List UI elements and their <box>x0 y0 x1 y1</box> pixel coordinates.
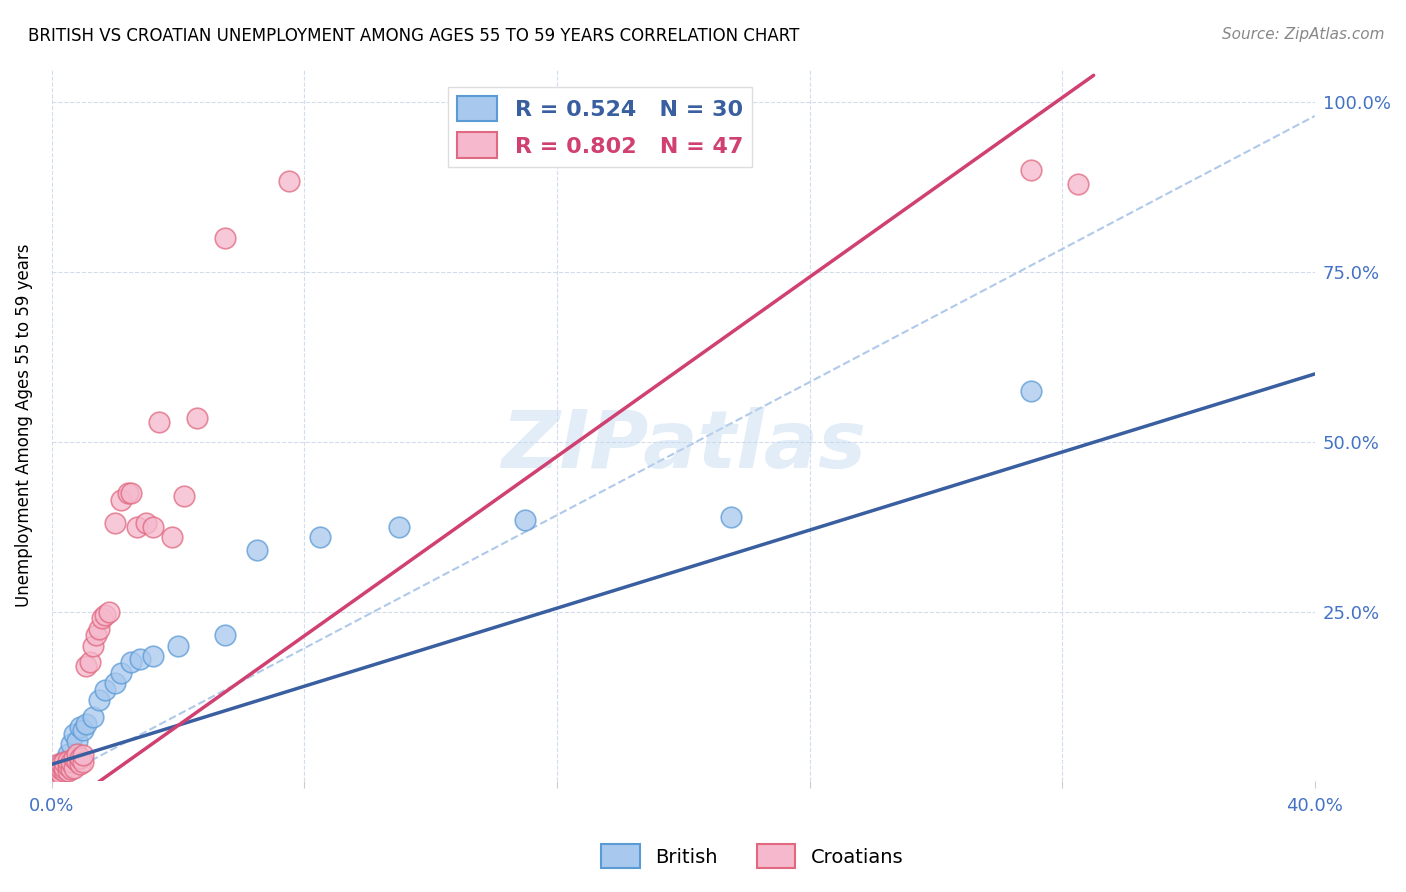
Point <box>277 173 299 187</box>
Point <box>117 485 139 500</box>
Point <box>72 723 94 738</box>
Point <box>246 543 269 558</box>
Point <box>1019 163 1042 178</box>
Point <box>56 764 79 778</box>
Text: ZIPatlas: ZIPatlas <box>501 408 866 485</box>
Point <box>87 693 110 707</box>
Point <box>46 764 69 778</box>
Point <box>59 756 82 770</box>
Point <box>1067 177 1090 191</box>
Point <box>120 656 142 670</box>
Point <box>167 639 190 653</box>
Point <box>79 656 101 670</box>
Point <box>63 750 86 764</box>
Point <box>51 767 73 781</box>
Point <box>76 659 98 673</box>
Y-axis label: Unemployment Among Ages 55 to 59 years: Unemployment Among Ages 55 to 59 years <box>15 244 32 607</box>
Point <box>135 516 157 531</box>
Point <box>104 676 127 690</box>
Point <box>91 611 114 625</box>
Point <box>104 516 127 531</box>
Point <box>63 761 86 775</box>
Point <box>1019 384 1042 398</box>
Legend: R = 0.524   N = 30, R = 0.802   N = 47: R = 0.524 N = 30, R = 0.802 N = 47 <box>449 87 752 167</box>
Point <box>56 754 79 768</box>
Point <box>51 757 73 772</box>
Point <box>129 652 152 666</box>
Point <box>214 628 236 642</box>
Point <box>66 747 89 761</box>
Point <box>148 415 170 429</box>
Point <box>46 757 69 772</box>
Point <box>53 764 76 778</box>
Point <box>69 720 91 734</box>
Point <box>72 756 94 770</box>
Point <box>46 767 69 781</box>
Point <box>142 648 165 663</box>
Point <box>186 411 208 425</box>
Point <box>125 519 148 533</box>
Point <box>59 737 82 751</box>
Point <box>515 513 537 527</box>
Point <box>44 767 66 781</box>
Text: Source: ZipAtlas.com: Source: ZipAtlas.com <box>1222 27 1385 42</box>
Point <box>53 756 76 770</box>
Point <box>51 757 73 772</box>
Point <box>94 682 117 697</box>
Point <box>120 485 142 500</box>
Text: BRITISH VS CROATIAN UNEMPLOYMENT AMONG AGES 55 TO 59 YEARS CORRELATION CHART: BRITISH VS CROATIAN UNEMPLOYMENT AMONG A… <box>28 27 800 45</box>
Point <box>51 762 73 776</box>
Point <box>82 639 104 653</box>
Point <box>110 492 132 507</box>
Point <box>69 750 91 764</box>
Point <box>388 519 411 533</box>
Point <box>214 231 236 245</box>
Point <box>51 761 73 775</box>
Point <box>53 754 76 768</box>
Point <box>53 764 76 778</box>
Point <box>84 628 107 642</box>
Point <box>44 771 66 785</box>
Point <box>309 530 332 544</box>
Point <box>720 509 742 524</box>
Point <box>173 489 195 503</box>
Point <box>110 665 132 680</box>
Point <box>56 747 79 761</box>
Point <box>82 710 104 724</box>
Point <box>76 716 98 731</box>
Point <box>46 761 69 775</box>
Point <box>53 761 76 775</box>
Point <box>69 757 91 772</box>
Point <box>56 759 79 773</box>
Point <box>142 519 165 533</box>
Point <box>94 607 117 622</box>
Point <box>97 605 120 619</box>
Point <box>72 748 94 763</box>
Point <box>66 733 89 747</box>
Point <box>87 622 110 636</box>
Point <box>66 754 89 768</box>
Point <box>63 727 86 741</box>
Point <box>46 764 69 778</box>
Point <box>160 530 183 544</box>
Point <box>44 771 66 785</box>
Point <box>59 762 82 776</box>
Legend: British, Croatians: British, Croatians <box>591 835 914 878</box>
